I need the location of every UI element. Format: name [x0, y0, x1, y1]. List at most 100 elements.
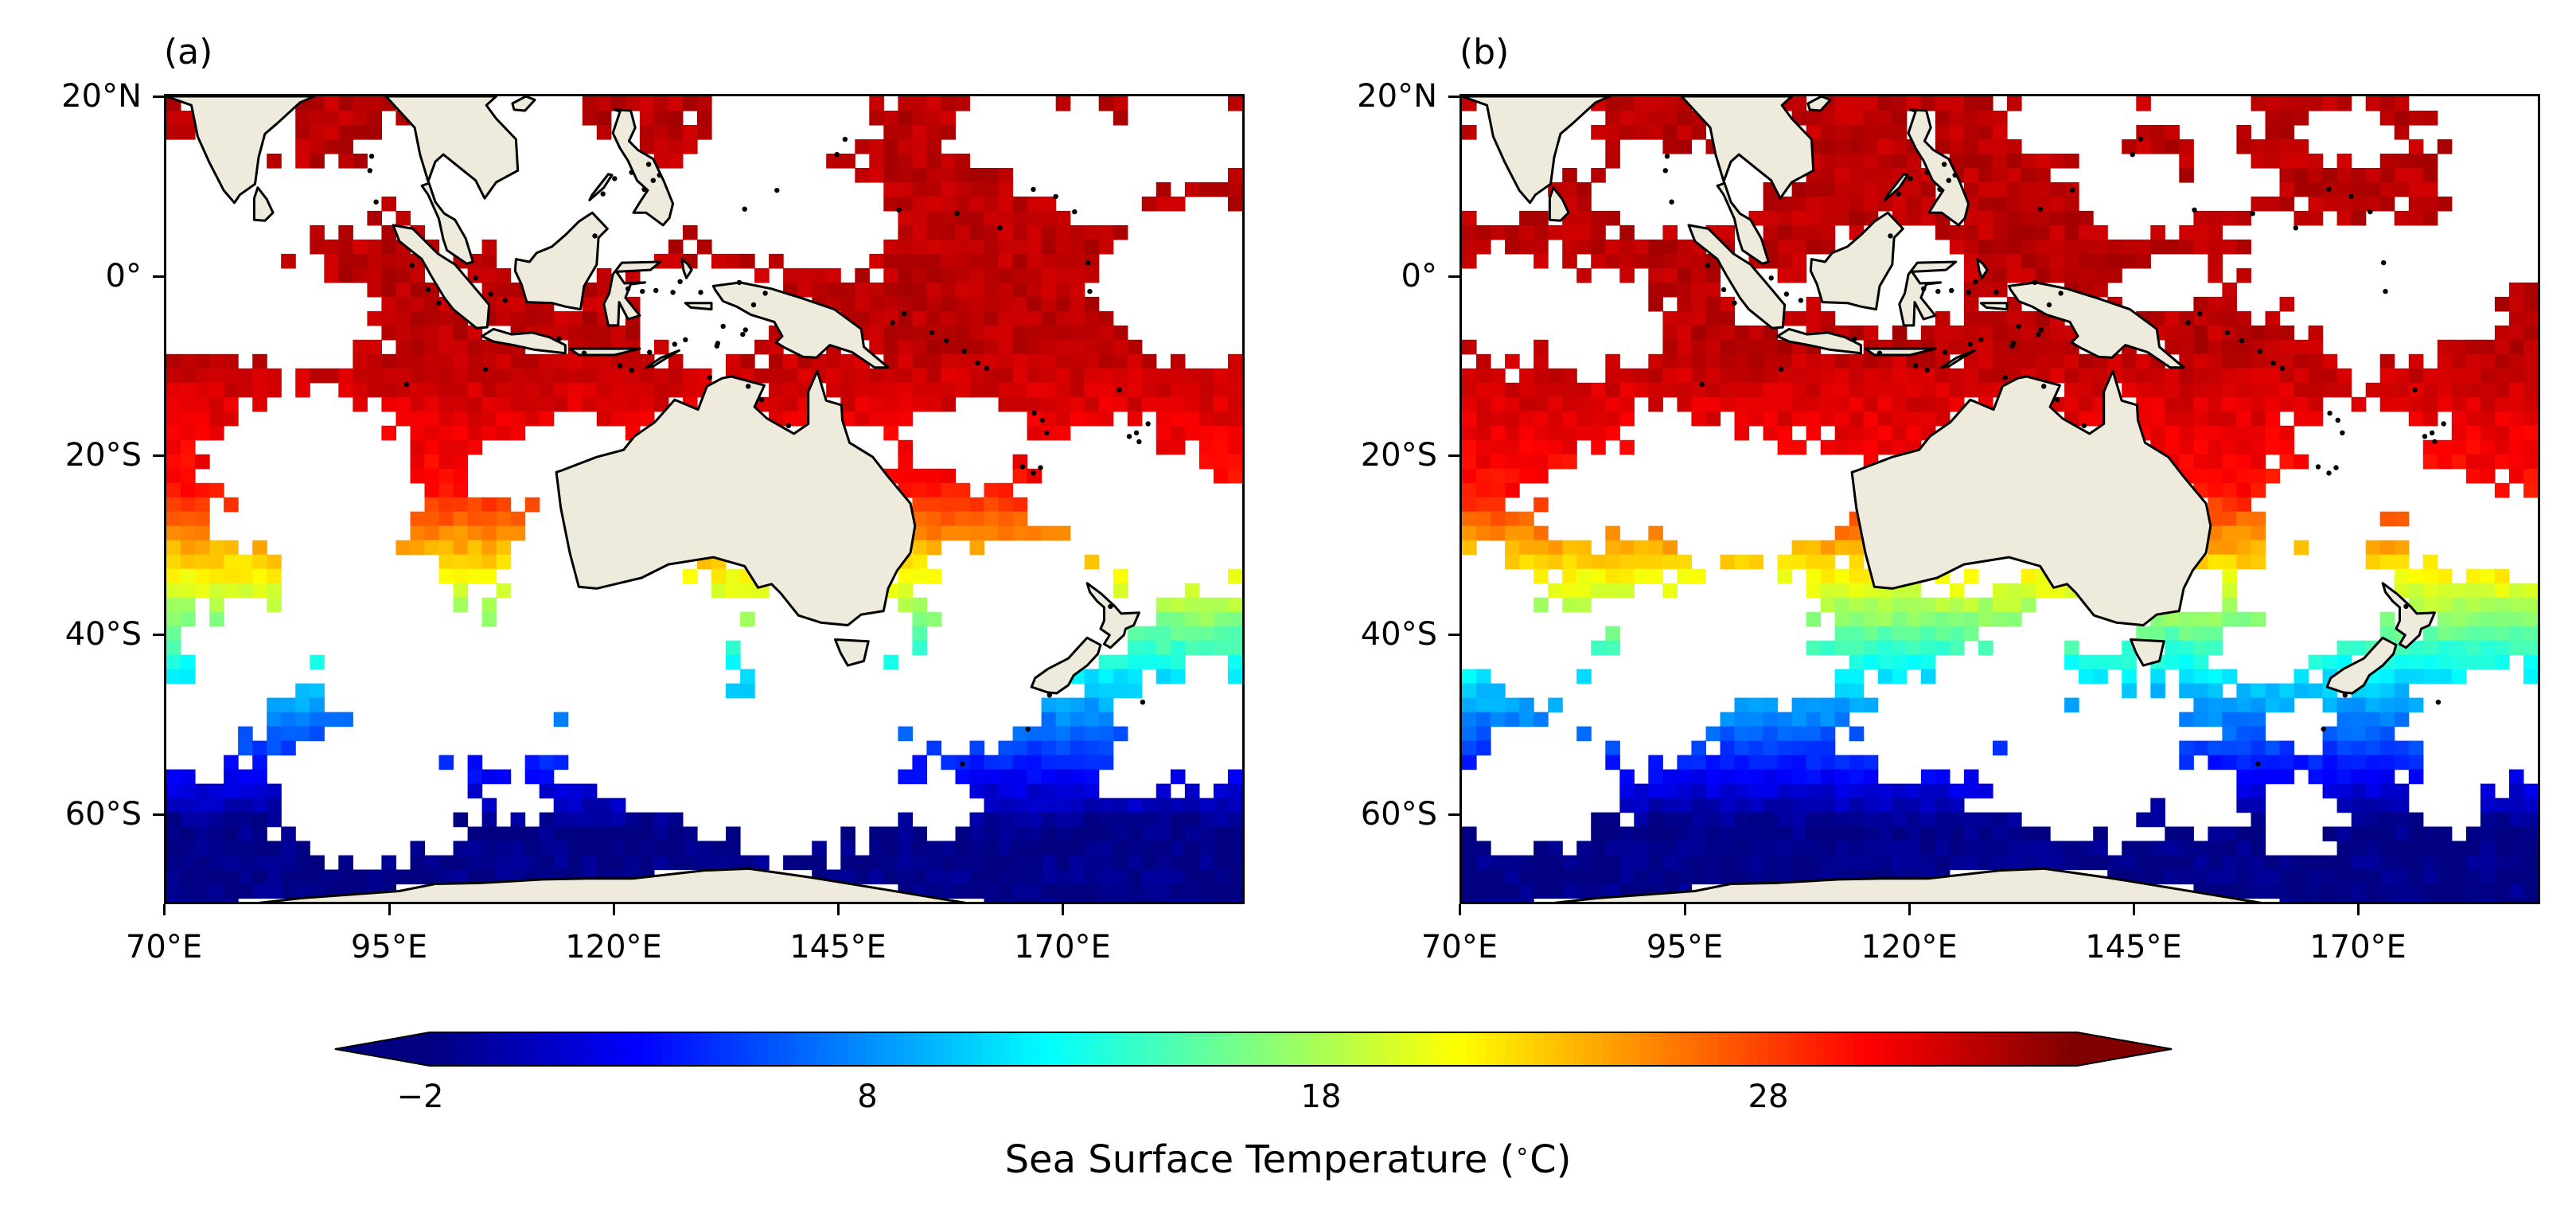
tick-mark: [1908, 904, 1911, 915]
tasmania: [2130, 638, 2165, 667]
sri-lanka: [1548, 186, 1570, 222]
sumatra: [392, 224, 491, 330]
lon-tick-label: 120°E: [1861, 929, 1958, 965]
map-panel-b: [1459, 94, 2540, 904]
tick-mark: [2357, 904, 2360, 915]
map-panel-a: [164, 94, 1245, 904]
lat-tick-label: 0°: [1401, 258, 1437, 294]
lat-tick-label: 20°S: [1360, 437, 1437, 474]
sst-map-b: [1462, 96, 2538, 902]
palawan: [1884, 173, 1909, 201]
tick-mark: [1684, 904, 1686, 915]
lat-tick-label: 40°S: [1360, 616, 1437, 653]
sulawesi: [1898, 260, 1958, 327]
java: [1776, 327, 1862, 355]
colorbar-tick-label: 28: [1748, 1079, 1789, 1115]
halmahera: [680, 258, 693, 279]
indochina: [384, 96, 520, 200]
malay-peninsula: [1716, 181, 1770, 265]
tick-mark: [1448, 275, 1459, 278]
colorbar-extend-min: [334, 1032, 430, 1067]
lat-tick-label: 60°S: [1360, 796, 1437, 833]
lesser-sunda: [1864, 347, 1937, 357]
lon-tick-label: 170°E: [2309, 929, 2406, 965]
borneo: [1809, 211, 1904, 311]
colorbar-title-suffix: C): [1530, 1137, 1572, 1182]
hainan: [511, 96, 536, 112]
tick-mark: [1448, 813, 1459, 816]
colorbar-tick-label: −2: [396, 1079, 444, 1115]
lat-tick-label: 20°N: [61, 78, 142, 115]
nz-south: [1030, 636, 1102, 695]
colorbar-outline: [334, 1032, 2173, 1067]
tick-mark: [1459, 904, 1461, 915]
lat-tick-label: 60°S: [64, 796, 142, 833]
malay-peninsula: [420, 181, 474, 265]
land-masses: [166, 96, 1140, 902]
colorbar: [334, 1032, 2173, 1067]
lon-tick-label: 95°E: [350, 929, 428, 965]
tick-mark: [1062, 904, 1064, 915]
antarctica: [1553, 867, 2262, 902]
tick-mark: [153, 275, 164, 278]
india: [1462, 96, 1611, 205]
colorbar-tick-label: 18: [1300, 1079, 1342, 1115]
philippines: [1907, 108, 1970, 227]
nz-north: [1085, 582, 1140, 649]
colorbar-title-degree: ∘: [1514, 1137, 1530, 1165]
nz-north: [2381, 582, 2436, 649]
tasmania: [834, 638, 870, 667]
hainan: [1806, 96, 1832, 112]
tick-mark: [153, 634, 164, 636]
tick-mark: [613, 904, 615, 915]
sri-lanka: [252, 186, 275, 222]
australia: [555, 369, 917, 626]
java: [481, 327, 567, 355]
lon-tick-label: 95°E: [1646, 929, 1724, 965]
sst-map-a: [166, 96, 1242, 902]
tick-mark: [153, 96, 164, 98]
tick-mark: [1448, 454, 1459, 457]
tick-mark: [153, 454, 164, 457]
timor: [1940, 349, 1976, 369]
sst-field: [1462, 96, 2538, 902]
tick-mark: [163, 904, 166, 915]
land-masses: [1462, 96, 2436, 902]
tick-mark: [153, 813, 164, 816]
seram: [684, 302, 713, 311]
australia: [1850, 369, 2212, 626]
small-islands: [367, 136, 1151, 766]
lat-tick-label: 20°N: [1357, 78, 1437, 115]
colorbar-extend-max: [2077, 1032, 2173, 1067]
colorbar-title-prefix: Sea Surface Temperature (: [1004, 1137, 1515, 1182]
lon-tick-label: 145°E: [789, 929, 887, 965]
lon-tick-label: 170°E: [1014, 929, 1111, 965]
lat-tick-label: 20°S: [64, 437, 142, 474]
seram: [1979, 302, 2009, 311]
tick-mark: [837, 904, 840, 915]
timor: [645, 349, 680, 369]
panel-b-label: (b): [1459, 32, 1510, 72]
tick-mark: [1448, 634, 1459, 636]
borneo: [513, 211, 609, 311]
nz-south: [2325, 636, 2398, 695]
sulawesi: [602, 260, 662, 327]
sst-field: [166, 96, 1242, 902]
panel-a-label: (a): [164, 32, 213, 72]
lon-tick-label: 145°E: [2085, 929, 2182, 965]
lon-tick-label: 70°E: [1421, 929, 1498, 965]
indochina: [1680, 96, 1815, 200]
lat-tick-label: 40°S: [64, 616, 142, 653]
lesser-sunda: [568, 347, 641, 357]
palawan: [588, 173, 614, 201]
tick-mark: [2133, 904, 2135, 915]
india: [166, 96, 316, 205]
colorbar-title: Sea Surface Temperature (∘C): [0, 1137, 2576, 1182]
tick-mark: [388, 904, 391, 915]
colorbar-tick-label: 8: [857, 1079, 878, 1115]
new-guinea: [711, 281, 890, 369]
antarctica: [258, 867, 967, 902]
philippines: [611, 108, 675, 227]
small-islands: [1662, 136, 2446, 766]
sumatra: [1687, 224, 1787, 330]
